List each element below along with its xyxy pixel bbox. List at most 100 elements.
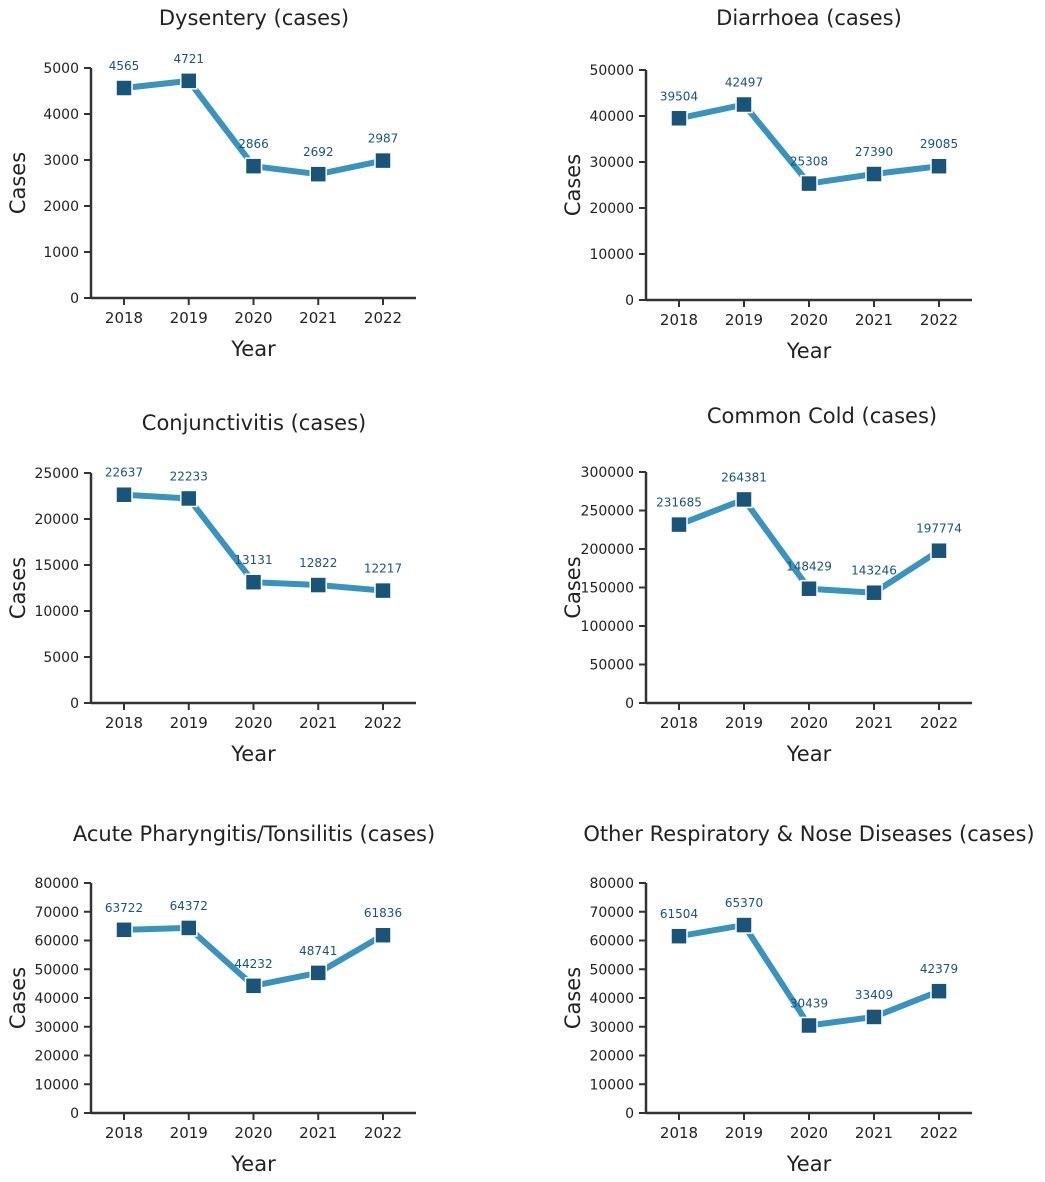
data-label: 44232	[234, 957, 272, 971]
data-label: 264381	[721, 470, 767, 484]
y-tick-label: 150000	[581, 581, 634, 597]
x-axis-title: Year	[230, 1152, 276, 1176]
data-label: 12217	[364, 562, 402, 576]
y-tick-label: 60000	[589, 934, 634, 950]
x-tick-label: 2020	[790, 311, 828, 329]
chart-panel-3: Common Cold (cases) 0 50000 100000 150000 200…	[561, 404, 972, 766]
data-label: 2692	[303, 145, 334, 159]
x-tick-label: 2018	[660, 311, 698, 329]
y-tick-label: 30000	[34, 1020, 79, 1036]
data-point-marker	[800, 174, 818, 193]
x-tick-label: 2022	[920, 1124, 958, 1142]
y-tick-label: 2000	[43, 199, 79, 215]
data-label: 148429	[786, 560, 832, 574]
x-tick-label: 2021	[299, 714, 337, 732]
y-axis-title: Cases	[561, 556, 585, 618]
y-tick-label: 0	[70, 1106, 79, 1122]
y-tick-label: 40000	[589, 109, 634, 125]
data-point-marker	[930, 157, 948, 175]
data-point-marker	[930, 541, 948, 560]
data-point-marker	[180, 919, 198, 937]
x-tick-label: 2018	[660, 1124, 698, 1142]
y-tick-label: 0	[625, 293, 634, 309]
y-tick-label: 30000	[589, 1020, 634, 1036]
data-point-marker	[180, 489, 198, 508]
y-axis-title: Cases	[6, 967, 30, 1029]
data-label: 25308	[790, 155, 828, 169]
y-axis-title: Cases	[6, 152, 30, 214]
x-tick-label: 2020	[790, 714, 828, 732]
x-tick-label: 2020	[234, 309, 272, 327]
y-tick-label: 0	[625, 1106, 634, 1122]
y-tick-label: 20000	[34, 1049, 79, 1065]
y-tick-label: 4000	[43, 107, 79, 123]
y-tick-label: 70000	[34, 905, 79, 921]
data-point-marker	[309, 964, 327, 982]
data-point-marker	[180, 72, 198, 90]
data-point-marker	[115, 79, 133, 97]
chart-title: Common Cold (cases)	[707, 404, 937, 428]
data-point-marker	[865, 1008, 883, 1026]
data-label: 4721	[173, 52, 204, 66]
y-tick-label: 30000	[589, 155, 634, 171]
data-point-marker	[735, 490, 753, 509]
chart-panel-2: Conjunctivitis (cases) 0 5000 10000 15000 200…	[6, 411, 416, 766]
y-tick-label: 10000	[34, 604, 79, 620]
y-tick-label: 50000	[589, 962, 634, 978]
chart-panel-5: Other Respiratory & Nose Diseases (cases…	[561, 822, 1035, 1176]
data-label: 39504	[660, 89, 698, 103]
y-tick-label: 50000	[589, 658, 634, 674]
y-tick-label: 1000	[43, 245, 79, 261]
y-tick-label: 10000	[34, 1077, 79, 1093]
chart-title: Diarrhoea (cases)	[716, 6, 902, 30]
x-tick-label: 2018	[105, 714, 143, 732]
y-axis-title: Cases	[6, 557, 30, 619]
data-label: 33409	[855, 988, 893, 1002]
y-tick-label: 200000	[581, 542, 634, 558]
x-axis-title: Year	[230, 742, 276, 766]
x-tick-label: 2021	[855, 311, 893, 329]
data-point-marker	[374, 151, 392, 170]
x-tick-label: 2018	[105, 309, 143, 327]
series-line	[677, 496, 941, 596]
y-tick-label: 20000	[589, 1049, 634, 1065]
data-point-marker	[374, 581, 392, 600]
y-tick-label: 0	[70, 291, 79, 307]
chart-title: Conjunctivitis (cases)	[142, 411, 366, 435]
y-axis-title: Cases	[561, 967, 585, 1029]
data-label: 27390	[855, 145, 893, 159]
y-tick-label: 60000	[34, 934, 79, 950]
x-tick-label: 2020	[234, 714, 272, 732]
data-label: 143246	[851, 564, 897, 578]
y-tick-label: 5000	[43, 650, 79, 666]
y-tick-label: 20000	[589, 201, 634, 217]
y-tick-label: 300000	[581, 465, 634, 481]
y-tick-label: 10000	[589, 1077, 634, 1093]
data-point-marker	[865, 583, 883, 602]
x-tick-label: 2022	[364, 714, 402, 732]
x-axis-title: Year	[230, 337, 276, 361]
data-point-marker	[115, 921, 133, 939]
data-point-marker	[244, 977, 263, 995]
data-label: 65370	[725, 896, 763, 910]
x-tick-label: 2019	[725, 1124, 763, 1142]
data-label: 42379	[920, 962, 958, 976]
x-tick-label: 2018	[660, 714, 698, 732]
data-label: 30439	[790, 996, 828, 1010]
x-tick-label: 2021	[299, 309, 337, 327]
x-tick-label: 2021	[855, 1124, 893, 1142]
x-tick-label: 2022	[364, 1124, 402, 1142]
data-label: 29085	[920, 137, 958, 151]
x-tick-label: 2019	[170, 714, 208, 732]
y-tick-label: 5000	[43, 61, 79, 77]
y-tick-label: 20000	[34, 512, 79, 528]
data-point-marker	[800, 1016, 818, 1035]
data-point-marker	[115, 485, 133, 504]
y-tick-label: 0	[625, 696, 634, 712]
data-point-marker	[309, 165, 327, 183]
y-tick-label: 10000	[589, 247, 634, 263]
x-axis-title: Year	[786, 1152, 832, 1176]
data-label: 2866	[238, 137, 269, 151]
data-label: 48741	[299, 944, 337, 958]
